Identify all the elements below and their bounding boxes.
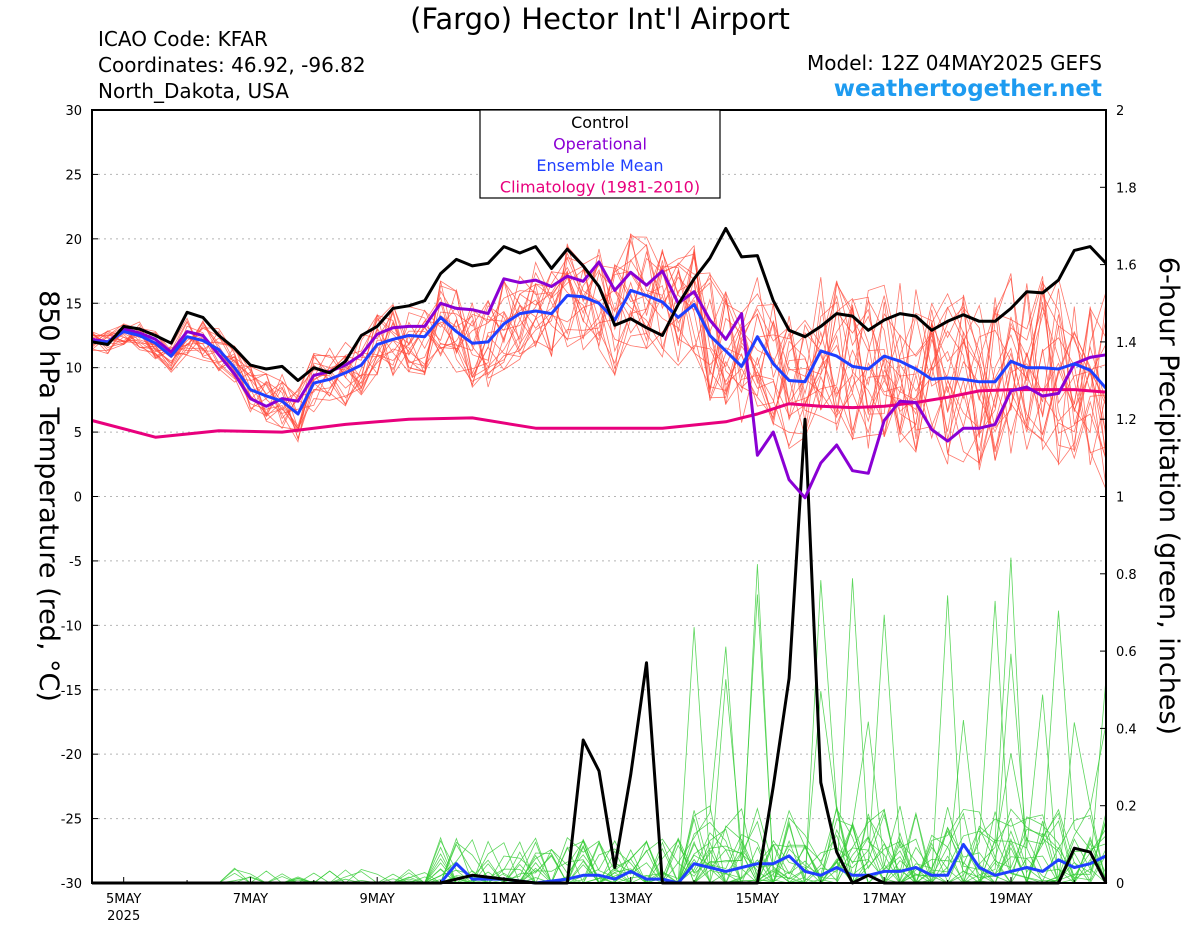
region: North_Dakota, USA <box>98 79 289 103</box>
member-precip-line <box>92 578 1107 885</box>
y2-tick-label: 0.8 <box>1116 568 1137 583</box>
x-tick-label: 13MAY <box>609 892 653 907</box>
y2-tick-label: 0.4 <box>1116 722 1137 737</box>
y-tick-label: -15 <box>61 684 82 699</box>
y-tick-label: 30 <box>65 104 82 119</box>
member-precip-line <box>92 816 1107 885</box>
y2-tick-label: 1.2 <box>1116 413 1137 428</box>
site-link[interactable]: weathertogether.net <box>833 76 1102 102</box>
member-temperature-line <box>91 270 1107 454</box>
y-tick-label: -30 <box>61 877 82 892</box>
legend-entry: Climatology (1981-2010) <box>500 178 700 197</box>
member-precip-line <box>92 564 1107 884</box>
y2-tick-label: 1.4 <box>1116 336 1137 351</box>
member-temperature-line <box>91 264 1107 452</box>
member-precip-line <box>92 721 1107 884</box>
x-tick-label: 7MAY <box>233 892 268 907</box>
y-tick-label: 0 <box>74 491 82 506</box>
ensemble-members <box>91 233 1107 885</box>
legend-box <box>479 109 721 199</box>
x-tick-label: 11MAY <box>482 892 526 907</box>
plot-frame <box>91 109 1107 884</box>
y-tick-label: -5 <box>69 555 82 570</box>
member-precip-line <box>92 557 1107 885</box>
x-tick-label: 5MAY <box>106 892 141 907</box>
y-tick-label: -10 <box>61 619 82 634</box>
member-precip-line <box>92 600 1107 885</box>
ensemble-mean-temperature-line <box>92 288 1108 416</box>
legend: Control Operational Ensemble Mean Climatolo… <box>479 109 721 199</box>
control-temperature-line <box>91 227 1108 382</box>
x-tick-label: 17MAY <box>862 892 906 907</box>
y-tick-label: -20 <box>61 748 82 763</box>
y2-tick-label: 1.6 <box>1116 259 1137 274</box>
y-tick-label: 15 <box>65 297 82 312</box>
chart-title: (Fargo) Hector Int'l Airport <box>410 2 790 36</box>
ensemble-mean-precip-line <box>92 842 1107 885</box>
model-run: Model: 12Z 04MAY2025 GEFS <box>807 51 1102 75</box>
climatology-1981-2010-temperature-line <box>91 388 1107 439</box>
station-info: ICAO Code: KFAR Coordinates: 46.92, -96.… <box>98 26 366 104</box>
y-tick-label: 20 <box>65 233 82 248</box>
y-tick-label: 10 <box>65 362 82 377</box>
y-tick-label: 5 <box>74 426 82 441</box>
member-temperature-line <box>91 263 1107 464</box>
legend-entry: Control <box>571 113 629 132</box>
member-temperature-line <box>92 256 1107 466</box>
y-axis-label-left: 850 hPa Temperature (red, °C) <box>33 290 64 702</box>
y-tick-label: 25 <box>65 168 82 183</box>
coordinates: Coordinates: 46.92, -96.82 <box>98 53 366 77</box>
model-info: Model: 12Z 04MAY2025 GEFS weathertogethe… <box>807 50 1102 102</box>
y-tick-label: -25 <box>61 813 82 828</box>
member-temperature-line <box>91 250 1107 452</box>
x-tick-label: 9MAY <box>360 892 395 907</box>
y2-tick-label: 1 <box>1116 491 1124 506</box>
x-tick-label: 15MAY <box>736 892 780 907</box>
y-axis-label-right: 6-hour Precipitation (green, inches) <box>1153 257 1184 735</box>
icao-code: ICAO Code: KFAR <box>98 27 268 51</box>
axis-ticks: 302520151050-5-10-15-20-25-3021.81.61.41… <box>61 104 1137 924</box>
x-tick-year: 2025 <box>107 909 140 924</box>
member-temperature-line <box>91 243 1107 490</box>
x-tick-label: 19MAY <box>989 892 1033 907</box>
y2-tick-label: 0.2 <box>1116 800 1137 815</box>
legend-entry: Ensemble Mean <box>536 156 663 175</box>
member-temperature-line <box>91 251 1107 454</box>
y2-tick-label: 0 <box>1116 877 1124 892</box>
y2-tick-label: 2 <box>1116 104 1124 119</box>
y2-tick-label: 1.8 <box>1116 181 1137 196</box>
y2-tick-label: 0.6 <box>1116 645 1137 660</box>
legend-entry: Operational <box>553 135 647 154</box>
operational-temperature-line <box>91 260 1107 500</box>
